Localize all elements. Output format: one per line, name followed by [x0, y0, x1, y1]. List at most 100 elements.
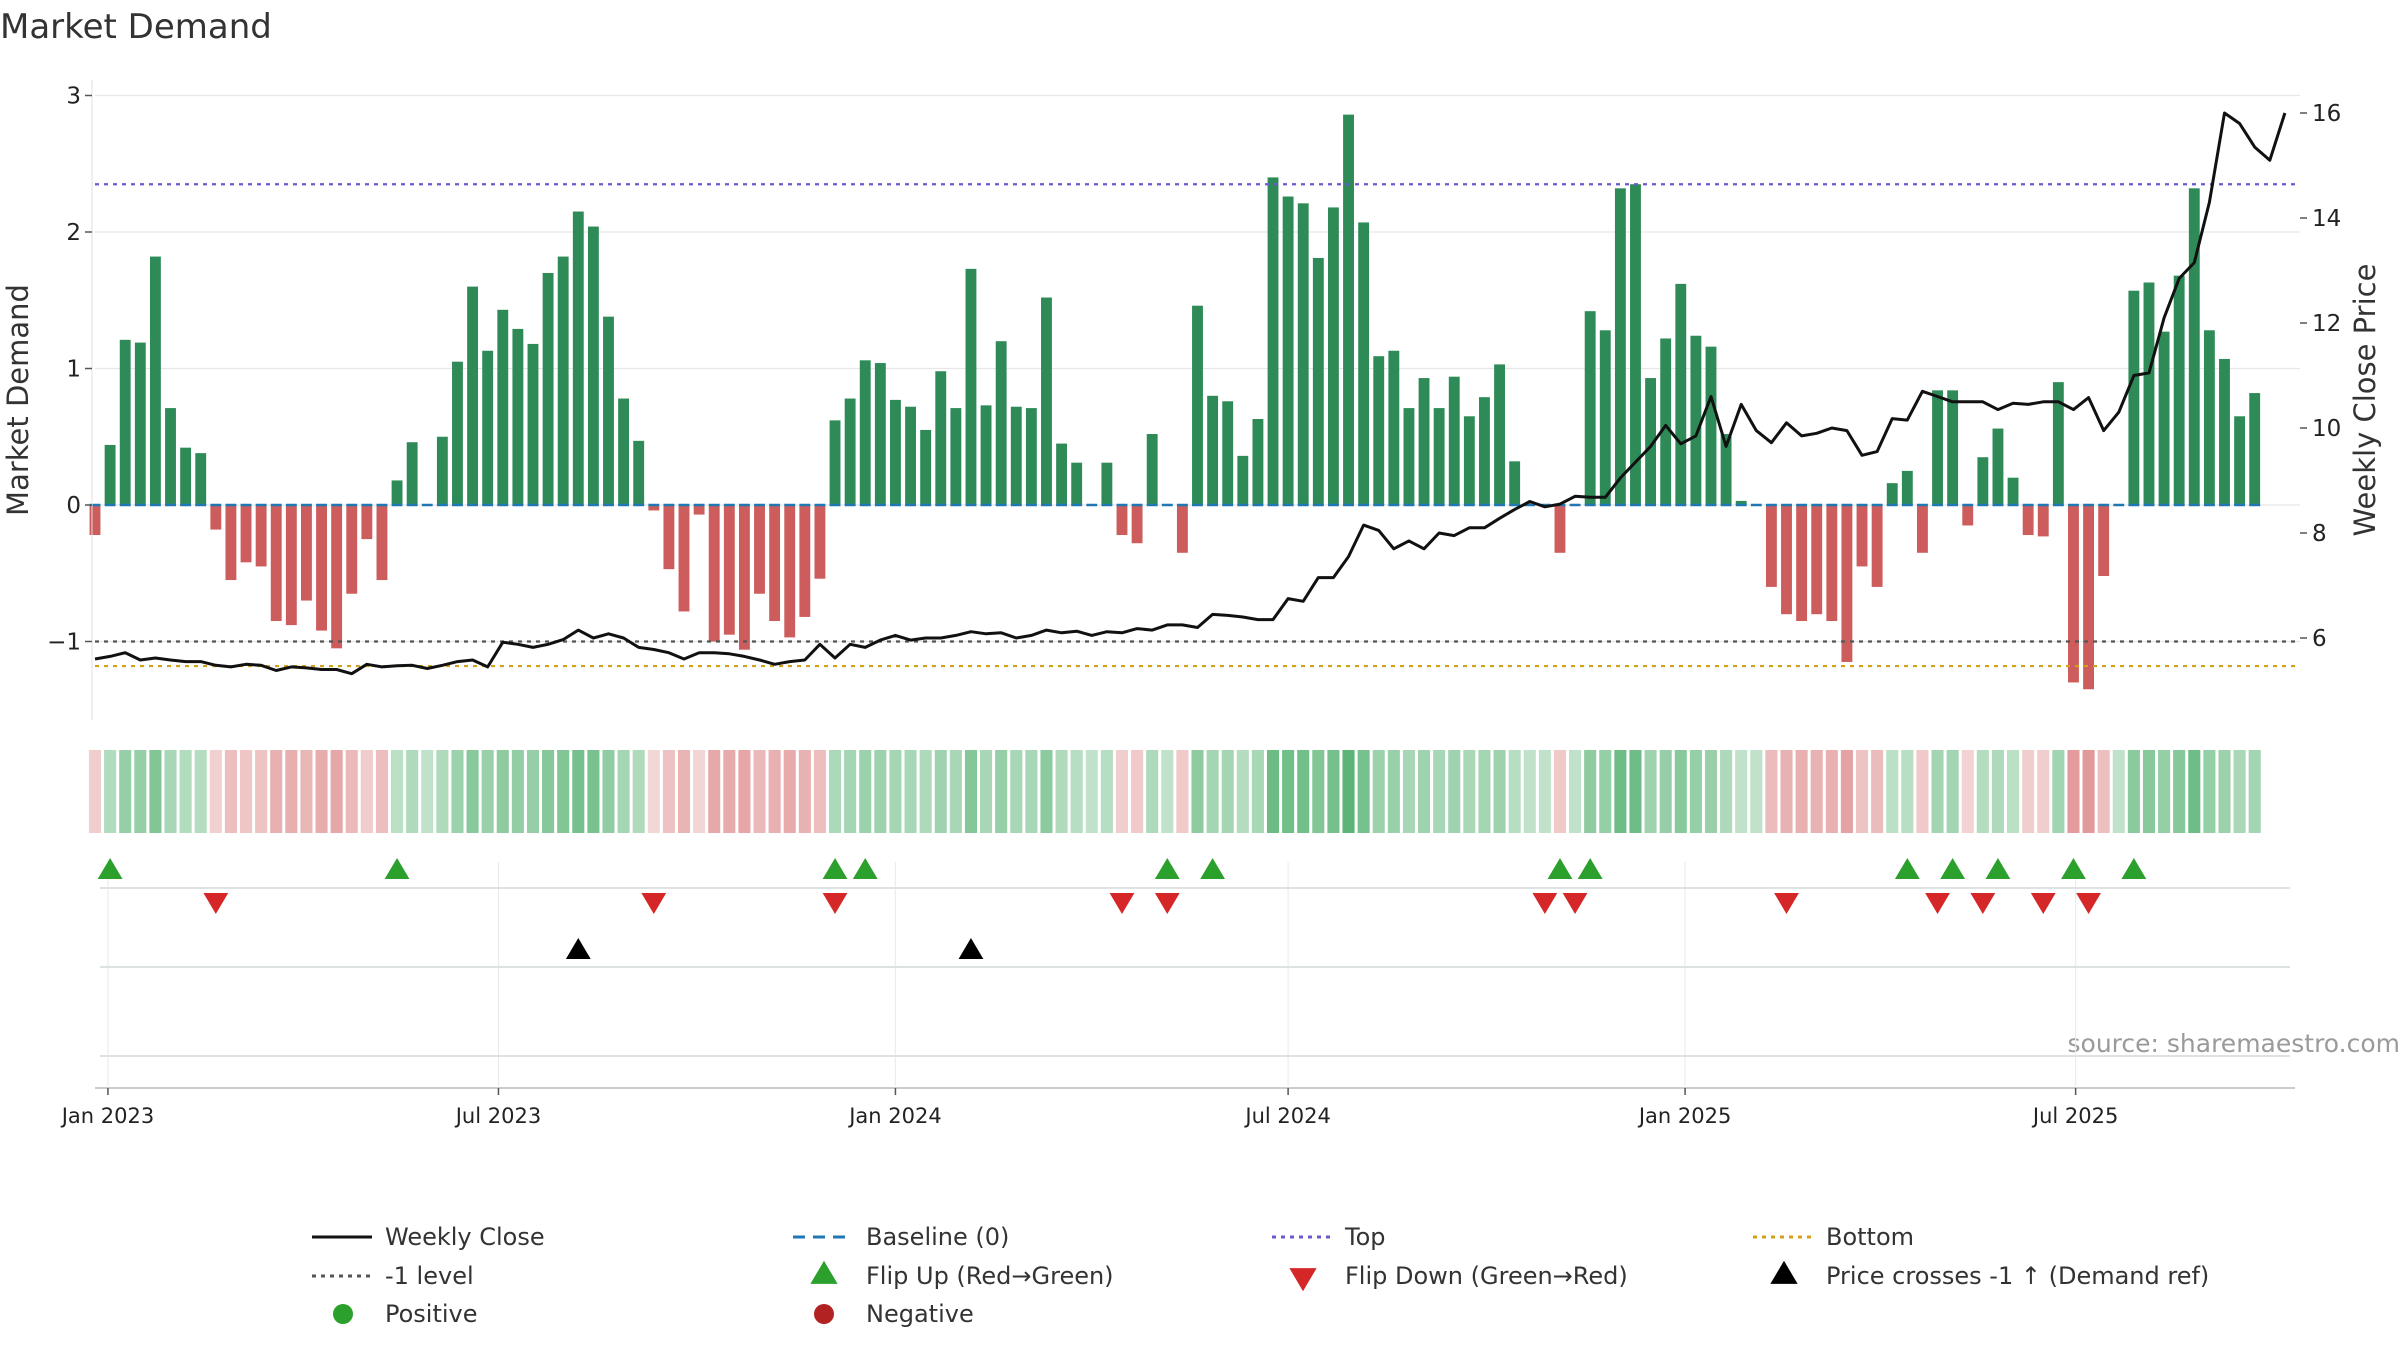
- legend-label: Price crosses -1 ↑ (Demand ref): [1826, 1262, 2209, 1290]
- demand-bar: [890, 400, 901, 505]
- heat-strip-cell: [859, 750, 871, 833]
- heat-strip-cell: [2188, 750, 2200, 833]
- flip-up-marker: [1155, 858, 1180, 879]
- demand-bar: [1841, 505, 1852, 662]
- heat-strip-cell: [1554, 750, 1566, 833]
- demand-bar: [2159, 332, 2170, 505]
- heat-strip-cell: [1811, 750, 1823, 833]
- heat-strip-cell: [210, 750, 222, 833]
- x-tick-label: Jul 2025: [2031, 1104, 2118, 1128]
- heat-strip-cell: [1448, 750, 1460, 833]
- heat-strip-cell: [950, 750, 962, 833]
- demand-bar: [225, 505, 236, 580]
- heat-strip-cell: [270, 750, 282, 833]
- flip-up-marker: [2061, 858, 2086, 879]
- heat-strip-cell: [1705, 750, 1717, 833]
- demand-bar: [814, 505, 825, 579]
- demand-bar: [558, 257, 569, 505]
- demand-bar: [1887, 483, 1898, 505]
- heat-strip-cell: [225, 750, 237, 833]
- demand-bar: [195, 453, 206, 505]
- demand-bar: [603, 317, 614, 505]
- demand-bar: [467, 287, 478, 505]
- demand-bar: [1011, 407, 1022, 505]
- demand-bar: [1675, 284, 1686, 505]
- demand-bar: [1419, 378, 1430, 505]
- demand-bar: [135, 343, 146, 505]
- demand-bar: [1706, 347, 1717, 505]
- heat-strip-cell: [633, 750, 645, 833]
- demand-bar: [1796, 505, 1807, 621]
- heat-strip-cell: [1418, 750, 1430, 833]
- heat-strip-cell: [134, 750, 146, 833]
- y-tick-label: 2: [66, 220, 81, 246]
- demand-bar: [1826, 505, 1837, 621]
- demand-bar: [679, 505, 690, 611]
- flip-down-marker: [2076, 893, 2101, 914]
- heat-strip-cell: [1282, 750, 1294, 833]
- demand-bar: [1147, 434, 1158, 505]
- heat-strip-cell: [678, 750, 690, 833]
- legend-swatch-triangle-up: [810, 1261, 837, 1284]
- heat-strip-cell: [1176, 750, 1188, 833]
- heat-strip-cell: [482, 750, 494, 833]
- heat-strip-cell: [104, 750, 116, 833]
- x-tick-label: Jul 2023: [454, 1104, 541, 1128]
- heat-strip-cell: [965, 750, 977, 833]
- heat-strip-cell: [920, 750, 932, 833]
- demand-bar: [452, 362, 463, 505]
- heat-strip-cell: [149, 750, 161, 833]
- heat-strip-cell: [1584, 750, 1596, 833]
- heat-strip-cell: [1463, 750, 1475, 833]
- heat-strip-cell: [557, 750, 569, 833]
- heat-strip-cell: [2098, 750, 2110, 833]
- flip-up-marker: [1940, 858, 1965, 879]
- legend-item: Price crosses -1 ↑ (Demand ref): [1770, 1261, 2209, 1290]
- demand-heat-strip: [89, 750, 2261, 833]
- demand-bar: [1283, 197, 1294, 505]
- demand-bar: [694, 505, 705, 515]
- demand-bar: [543, 273, 554, 505]
- demand-bar: [2083, 505, 2094, 689]
- flip-up-marker: [2121, 858, 2146, 879]
- heat-strip-cell: [814, 750, 826, 833]
- heat-strip-cell: [1720, 750, 1732, 833]
- demand-bar: [830, 420, 841, 505]
- flip-down-marker: [1155, 893, 1180, 914]
- y-tick-label: 3: [66, 84, 81, 110]
- demand-bar: [528, 344, 539, 505]
- heat-strip-cell: [572, 750, 584, 833]
- demand-bar: [2008, 478, 2019, 505]
- flip-down-marker: [1925, 893, 1950, 914]
- heat-strip-cell: [1116, 750, 1128, 833]
- heat-strip-cell: [799, 750, 811, 833]
- price-cross-marker: [959, 938, 984, 959]
- heat-strip-cell: [1841, 750, 1853, 833]
- demand-bar: [1192, 306, 1203, 505]
- demand-bar: [950, 408, 961, 505]
- heat-strip-cell: [240, 750, 252, 833]
- heat-strip-cell: [2218, 750, 2230, 833]
- source-credit: source: sharemaestro.com: [2068, 1029, 2400, 1058]
- demand-bar: [709, 505, 720, 642]
- heat-strip-cell: [874, 750, 886, 833]
- demand-bar: [256, 505, 267, 566]
- heat-strip-cell: [1342, 750, 1354, 833]
- demand-bar: [2128, 291, 2139, 505]
- demand-bar: [1313, 258, 1324, 505]
- grid-layer: [95, 96, 2300, 1087]
- heat-strip-cell: [1569, 750, 1581, 833]
- heat-strip-cell: [1146, 750, 1158, 833]
- y2-tick-label: 8: [2312, 521, 2327, 547]
- flip-up-marker: [853, 858, 878, 879]
- demand-bar: [1977, 457, 1988, 505]
- demand-bar: [1449, 377, 1460, 505]
- demand-bar: [1857, 505, 1868, 566]
- heat-strip-cell: [512, 750, 524, 833]
- demand-bar: [2204, 330, 2215, 505]
- demand-bar: [1222, 401, 1233, 505]
- heat-strip-cell: [1237, 750, 1249, 833]
- demand-bar: [2098, 505, 2109, 576]
- demand-bar: [663, 505, 674, 569]
